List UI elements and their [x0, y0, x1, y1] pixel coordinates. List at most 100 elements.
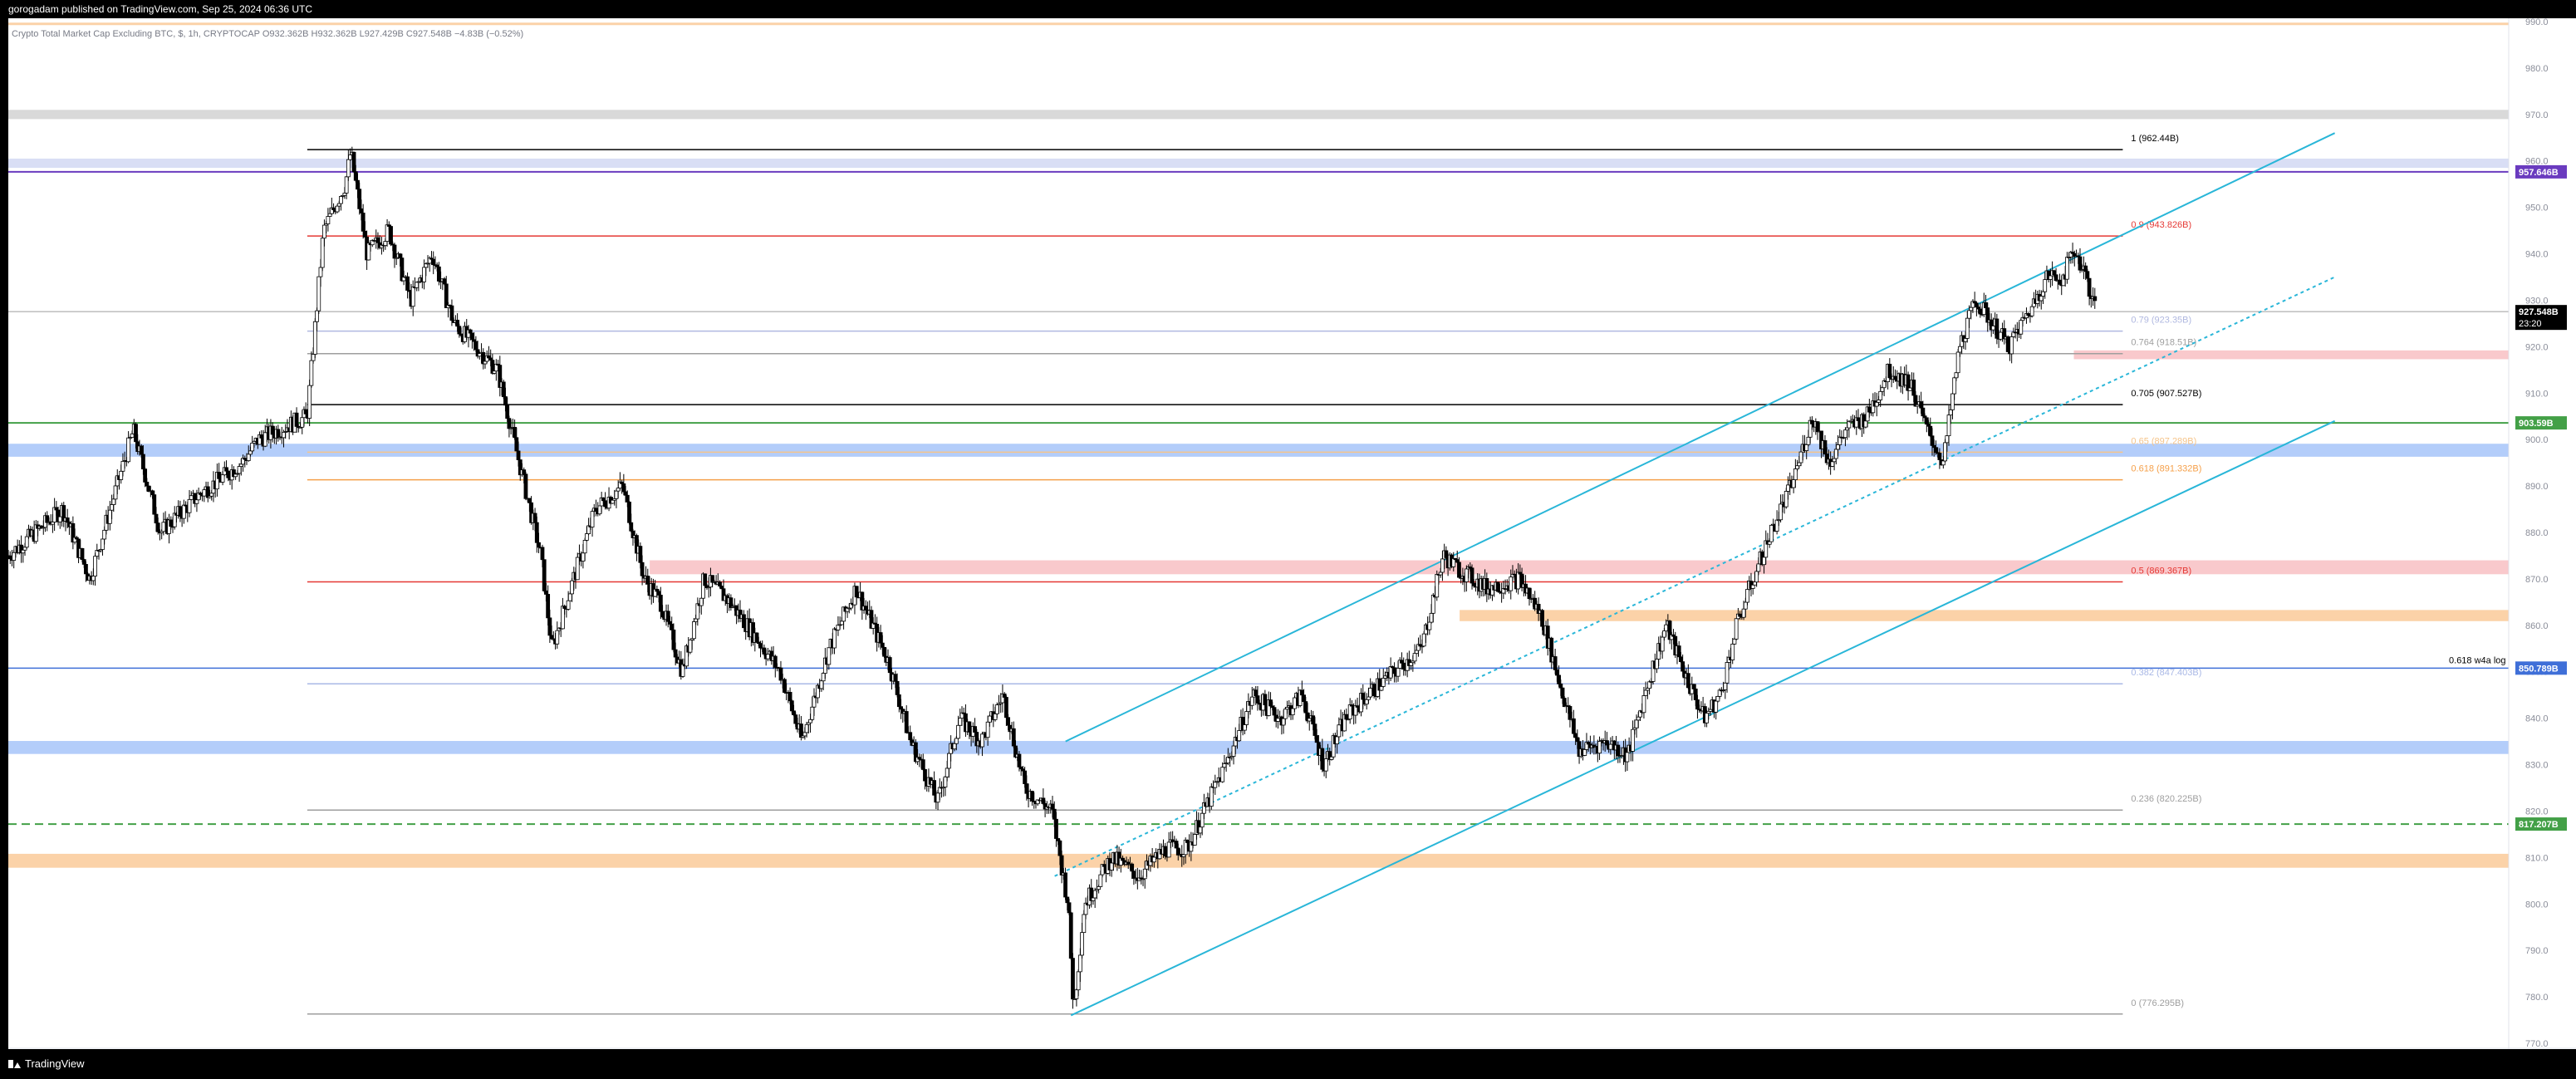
candle-body	[882, 646, 886, 657]
price-tag-label: 957.646B	[2519, 168, 2559, 178]
candle-body	[202, 489, 207, 497]
candle-body	[660, 611, 665, 618]
chart-area[interactable]: Crypto Total Market Cap Excluding BTC, $…	[8, 18, 2576, 1067]
candle-body	[802, 732, 807, 737]
candle-body	[120, 460, 125, 472]
candle-body	[113, 485, 118, 500]
candle-body	[1948, 409, 1953, 416]
candle-body	[1054, 818, 1058, 839]
fib-level-label: 1 (962.44B)	[2131, 134, 2178, 144]
y-tick-label: 950.0	[2525, 204, 2549, 213]
candle-body	[1616, 744, 1621, 757]
candle-body	[143, 468, 148, 483]
candle-body	[1691, 684, 1696, 689]
y-tick-label: 930.0	[2525, 296, 2549, 306]
annotation-label: 0.618 w4a log	[2449, 656, 2506, 666]
tradingview-logo[interactable]: TradingView	[8, 1057, 85, 1070]
candle-body	[1244, 711, 1249, 725]
candle-body	[582, 540, 587, 554]
candle-body	[762, 647, 767, 655]
candle-body	[470, 332, 474, 341]
candle-body	[1255, 695, 1260, 704]
candle-body	[514, 437, 519, 452]
candle-body	[2053, 274, 2058, 282]
candle-body	[994, 704, 999, 714]
candle-body	[597, 505, 602, 515]
candle-body	[1237, 730, 1242, 742]
tradingview-logo-icon	[8, 1059, 21, 1068]
candle-body	[1057, 840, 1062, 856]
candle-body	[590, 511, 595, 527]
fib-level-label: 0.382 (847.403B)	[2131, 668, 2201, 678]
candle-body	[336, 203, 341, 207]
candle-body	[799, 723, 803, 738]
candle-body	[1299, 689, 1304, 696]
candle-body	[993, 713, 998, 720]
candle-body	[1754, 571, 1759, 583]
fib-level-label: 0 (776.295B)	[2131, 998, 2184, 1008]
candle-body	[259, 434, 264, 439]
footer-bar: TradingView	[0, 1049, 2576, 1079]
candle-body	[656, 591, 661, 596]
candle-body	[1396, 668, 1401, 677]
candle-body	[1779, 503, 1783, 521]
candle-body	[505, 405, 510, 419]
candle-body	[139, 445, 144, 455]
candle-body	[1741, 608, 1746, 618]
candle-body	[1734, 618, 1739, 640]
candle-body	[839, 620, 844, 625]
candle-body	[1730, 643, 1735, 660]
candle-body	[1974, 302, 1979, 308]
candle-body	[2058, 279, 2062, 285]
candle-body	[1963, 338, 1968, 342]
candle-body	[1263, 694, 1268, 706]
candle-body	[1163, 846, 1168, 856]
candle-body	[178, 506, 183, 517]
candle-body	[1575, 737, 1580, 743]
candle-body	[145, 482, 150, 487]
candle-body	[935, 792, 940, 803]
candle-body	[316, 276, 321, 311]
current-price-label: 927.548B	[2519, 307, 2559, 317]
candle-body	[540, 547, 545, 561]
price-chart[interactable]: Crypto Total Market Cap Excluding BTC, $…	[8, 18, 2576, 1067]
candle-body	[1076, 971, 1081, 991]
candle-body	[303, 409, 308, 414]
candle-body	[161, 522, 166, 532]
y-tick-label: 990.0	[2525, 18, 2549, 27]
candle-body	[449, 305, 454, 321]
channel-line	[1070, 419, 2336, 1017]
candle-body	[294, 412, 299, 427]
candle-body	[410, 287, 415, 307]
candle-body	[1281, 718, 1286, 726]
candle-body	[534, 522, 539, 543]
candle-body	[1664, 624, 1669, 632]
candle-body	[923, 769, 927, 782]
candle-body	[1464, 568, 1469, 582]
candle-body	[1919, 401, 1924, 409]
y-tick-label: 830.0	[2525, 761, 2549, 771]
candle-body	[24, 536, 29, 548]
candle-body	[54, 507, 59, 511]
candle-body	[119, 470, 124, 480]
candle-body	[457, 326, 462, 335]
candle-body	[189, 495, 194, 500]
candle-body	[773, 655, 778, 668]
candle-body	[346, 159, 351, 178]
candle-body	[1843, 429, 1847, 439]
candle-body	[141, 454, 145, 470]
price-tag	[2515, 661, 2567, 675]
candle-body	[1006, 717, 1011, 726]
candle-body	[366, 243, 371, 261]
candle-body	[561, 606, 565, 630]
candle-body	[1368, 688, 1373, 698]
y-tick-label: 840.0	[2525, 714, 2549, 724]
candle-body	[1174, 841, 1179, 849]
candle-body	[742, 614, 746, 629]
candle-body	[392, 244, 397, 259]
y-tick-label: 890.0	[2525, 482, 2549, 492]
candle-body	[357, 189, 362, 209]
candle-body	[1995, 318, 1999, 339]
candle-body	[217, 472, 222, 479]
candle-body	[2065, 257, 2069, 280]
